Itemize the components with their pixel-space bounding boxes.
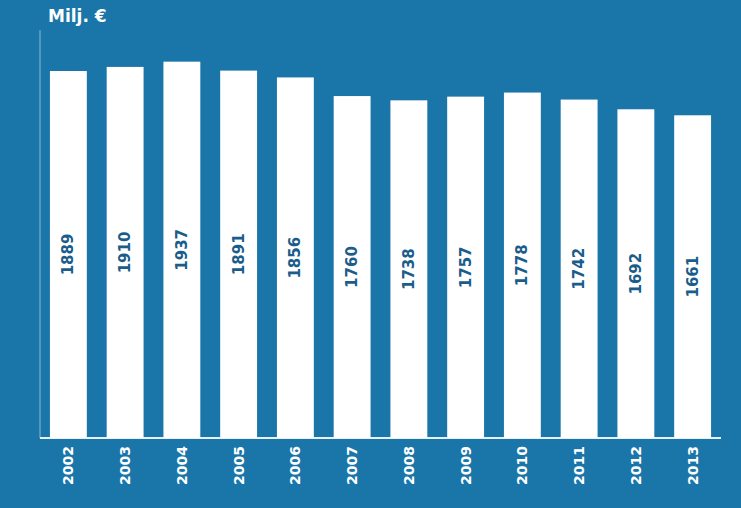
x-tick-label: 2004 xyxy=(174,446,190,485)
data-label: 1910 xyxy=(116,232,134,274)
x-tick-label: 2008 xyxy=(401,446,417,485)
data-label: 1856 xyxy=(286,237,304,279)
chart-container: 1889 1910 1937 1891 1856 1760 1738 1757 1778 1742… xyxy=(0,0,741,508)
x-tick-label: 2009 xyxy=(458,446,474,485)
bar xyxy=(447,97,484,438)
bar xyxy=(220,71,257,438)
bar xyxy=(561,100,598,438)
data-label: 1692 xyxy=(627,253,645,295)
x-tick-label: 2003 xyxy=(117,446,133,485)
bar xyxy=(107,67,144,438)
x-tick-label: 2013 xyxy=(685,446,701,485)
bar xyxy=(504,93,541,438)
data-label: 1738 xyxy=(400,248,418,290)
bar xyxy=(674,115,711,438)
bar xyxy=(334,96,371,438)
data-label: 1937 xyxy=(173,229,191,271)
x-axis-line xyxy=(40,437,721,439)
bar xyxy=(277,77,314,438)
bar xyxy=(617,109,654,438)
data-label: 1661 xyxy=(684,256,702,298)
data-label: 1742 xyxy=(570,248,588,290)
x-tick-label: 2010 xyxy=(514,446,530,485)
x-tick-label: 2012 xyxy=(628,446,644,485)
x-tick-label: 2006 xyxy=(287,446,303,485)
data-label: 1891 xyxy=(230,233,248,275)
data-label: 1778 xyxy=(513,244,531,286)
bar xyxy=(390,100,427,438)
data-label: 1889 xyxy=(59,234,77,276)
bar xyxy=(50,71,87,438)
x-tick-label: 2007 xyxy=(344,446,360,485)
x-tick-label: 2011 xyxy=(571,446,587,485)
y-axis-label: Milj. € xyxy=(48,6,107,26)
bar xyxy=(163,62,200,438)
chart: 1889 1910 1937 1891 1856 1760 1738 1757 1778 1742… xyxy=(0,0,741,508)
data-label: 1760 xyxy=(343,246,361,288)
data-label: 1757 xyxy=(457,246,475,288)
bars xyxy=(50,62,711,438)
y-axis-line xyxy=(40,30,41,438)
background xyxy=(0,0,741,508)
x-tick-label: 2002 xyxy=(60,446,76,485)
x-tick-label: 2005 xyxy=(231,446,247,485)
